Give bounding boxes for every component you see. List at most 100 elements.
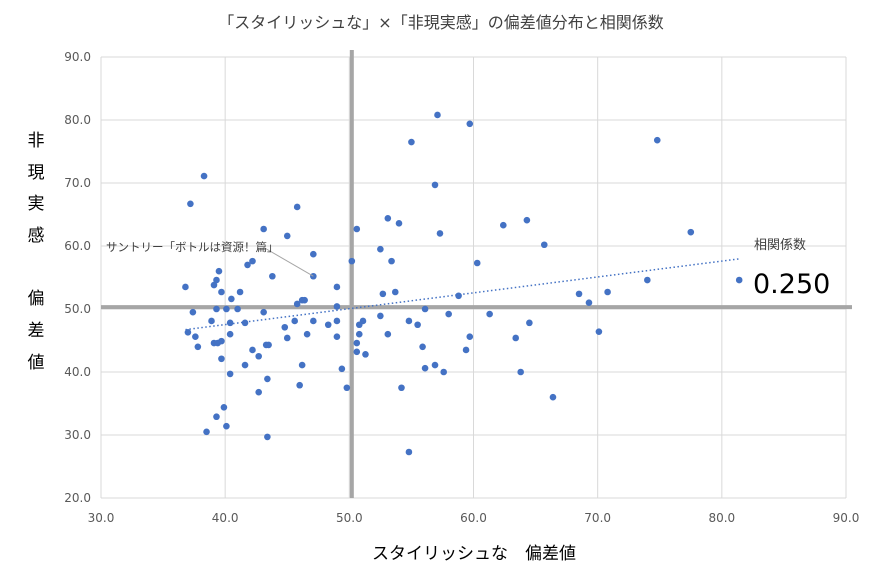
data-point <box>384 330 392 338</box>
data-point <box>419 343 426 351</box>
data-point <box>405 448 413 456</box>
data-point <box>215 267 223 275</box>
data-point <box>466 333 474 341</box>
data-point <box>213 305 220 313</box>
data-point <box>405 317 413 325</box>
data-point <box>644 276 651 284</box>
data-point <box>408 138 415 146</box>
data-point <box>431 181 439 189</box>
data-point <box>200 172 208 180</box>
data-point <box>549 393 557 401</box>
data-point <box>353 339 361 347</box>
y-tick-label: 80.0 <box>64 113 91 127</box>
data-point <box>218 288 225 296</box>
data-point <box>414 321 421 329</box>
data-point <box>244 261 251 269</box>
data-point <box>281 323 289 331</box>
data-point <box>189 308 197 316</box>
data-point <box>234 305 241 313</box>
x-tick-label: 90.0 <box>833 511 860 525</box>
x-tick-label: 30.0 <box>88 511 115 525</box>
y-tick-label: 90.0 <box>64 50 91 64</box>
data-point <box>228 295 235 303</box>
data-point <box>241 361 249 369</box>
y-axis-label-char: 非 <box>28 131 45 151</box>
y-axis-label-char: 感 <box>28 226 45 246</box>
correlation-label: 相関係数 <box>754 238 806 253</box>
data-point <box>473 259 481 267</box>
data-point <box>333 283 341 291</box>
data-point <box>260 225 267 233</box>
data-point <box>338 365 346 373</box>
y-tick-label: 40.0 <box>64 365 91 379</box>
data-point <box>303 330 311 338</box>
data-point <box>353 348 361 356</box>
data-point <box>440 368 448 376</box>
data-point <box>226 319 234 327</box>
data-point <box>540 241 548 249</box>
data-point <box>269 272 276 280</box>
data-point <box>283 232 291 240</box>
data-point <box>298 361 306 369</box>
data-point <box>182 283 189 291</box>
data-point <box>377 312 384 320</box>
correlation-value: 0.250 <box>753 269 830 300</box>
data-point <box>500 221 507 229</box>
data-points <box>182 111 743 456</box>
data-point <box>348 257 356 265</box>
data-point <box>264 433 271 441</box>
data-point <box>293 203 301 211</box>
x-tick-label: 40.0 <box>212 511 239 525</box>
data-point <box>343 384 351 392</box>
data-point <box>220 403 228 411</box>
x-tick-label: 50.0 <box>336 511 363 525</box>
mean-lines <box>101 50 852 498</box>
data-point <box>324 321 332 329</box>
data-point <box>466 120 474 128</box>
data-point <box>310 250 317 258</box>
data-point <box>445 310 452 318</box>
data-point <box>203 428 210 436</box>
data-point <box>355 321 363 329</box>
data-point <box>517 368 524 376</box>
data-point <box>462 346 470 354</box>
gridlines <box>100 56 847 499</box>
data-point <box>210 281 218 289</box>
data-point <box>249 346 256 354</box>
data-point <box>653 136 661 144</box>
data-point <box>377 245 384 253</box>
data-point <box>310 317 317 325</box>
data-point <box>486 310 493 318</box>
x-axis-label: スタイリッシュな 偏差値 <box>372 544 576 564</box>
data-point <box>223 422 230 430</box>
y-tick-label: 30.0 <box>64 428 91 442</box>
data-point <box>384 214 392 222</box>
data-point <box>236 288 244 296</box>
data-point <box>218 355 225 363</box>
y-axis-label-char: 現 <box>28 163 45 183</box>
data-point <box>362 351 369 358</box>
data-point <box>575 290 583 298</box>
data-point <box>523 216 531 224</box>
data-point <box>293 300 301 308</box>
data-point <box>353 225 361 233</box>
trendline-segment <box>185 258 740 331</box>
y-tick-label: 50.0 <box>64 302 91 316</box>
data-point <box>585 299 593 307</box>
y-axis-label-char: 値 <box>28 353 45 373</box>
y-axis-label-char: 偏 <box>28 289 45 309</box>
data-point <box>398 384 405 392</box>
y-axis-label-char: 差 <box>28 321 45 341</box>
data-point <box>296 381 303 389</box>
data-point <box>184 329 192 336</box>
data-point <box>421 305 429 313</box>
data-point <box>226 330 234 338</box>
data-point <box>194 343 202 351</box>
data-point <box>604 288 611 296</box>
data-point <box>333 303 341 310</box>
y-axis-label-char: 実 <box>28 194 45 214</box>
x-tick-label: 70.0 <box>584 511 611 525</box>
data-point <box>388 257 395 265</box>
data-point <box>395 220 403 227</box>
